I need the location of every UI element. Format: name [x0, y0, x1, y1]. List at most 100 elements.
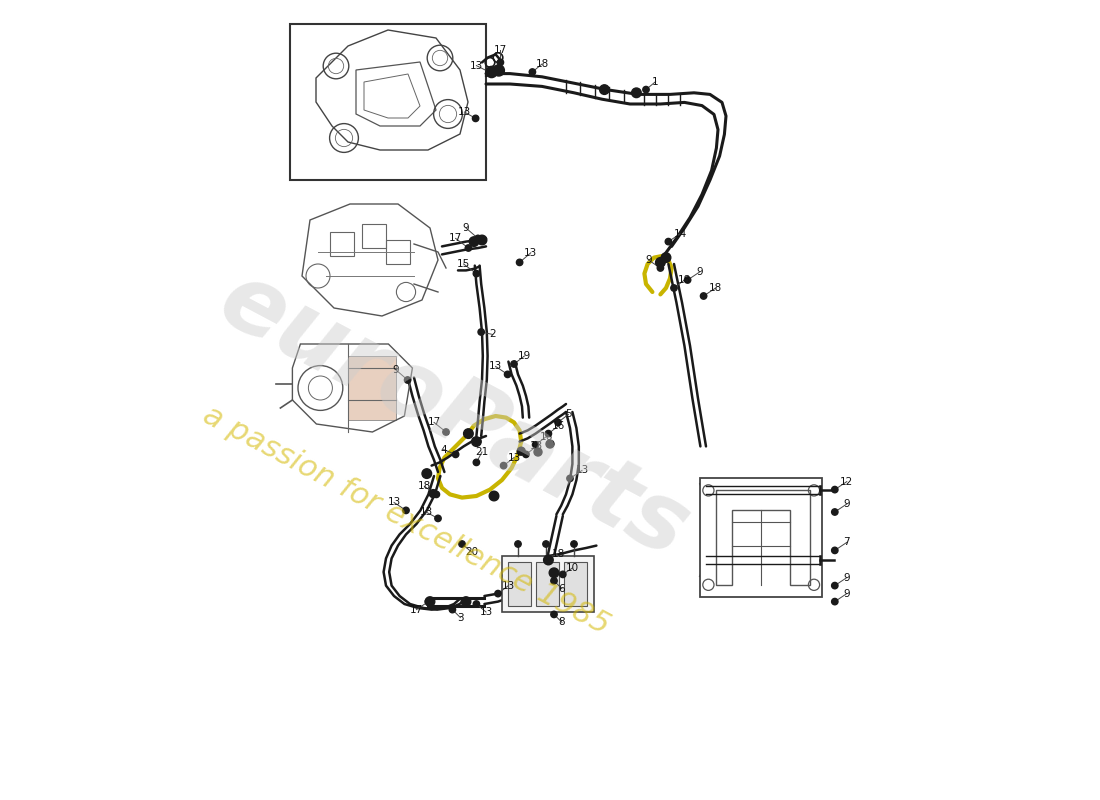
Bar — [386, 240, 410, 264]
Text: 13: 13 — [458, 107, 471, 117]
Circle shape — [551, 578, 558, 584]
Circle shape — [463, 429, 473, 438]
Circle shape — [405, 377, 410, 383]
Circle shape — [452, 451, 459, 458]
Circle shape — [546, 430, 551, 437]
Text: 13: 13 — [575, 466, 589, 475]
Circle shape — [657, 265, 663, 271]
Circle shape — [478, 329, 484, 335]
Circle shape — [642, 86, 649, 93]
Text: 16: 16 — [539, 432, 552, 442]
Circle shape — [426, 598, 431, 605]
Circle shape — [684, 277, 691, 283]
Circle shape — [473, 601, 480, 607]
Text: 17: 17 — [410, 605, 424, 614]
Circle shape — [497, 59, 504, 66]
Circle shape — [510, 361, 517, 367]
Circle shape — [656, 258, 666, 267]
Circle shape — [465, 245, 472, 251]
Circle shape — [671, 285, 678, 291]
Text: 13: 13 — [490, 362, 503, 371]
Text: 13: 13 — [525, 248, 538, 258]
Text: 18: 18 — [418, 482, 431, 491]
Circle shape — [500, 462, 507, 469]
Text: 9: 9 — [393, 365, 399, 374]
Circle shape — [470, 237, 478, 246]
Circle shape — [832, 598, 838, 605]
Text: a passion for excellence 1985: a passion for excellence 1985 — [198, 400, 614, 640]
Circle shape — [542, 541, 549, 547]
Circle shape — [433, 491, 440, 498]
Text: 19: 19 — [518, 351, 531, 361]
Bar — [508, 562, 531, 606]
Circle shape — [529, 69, 536, 75]
Circle shape — [443, 429, 449, 435]
Text: 2: 2 — [490, 330, 496, 339]
Circle shape — [434, 515, 441, 522]
Circle shape — [422, 469, 431, 478]
Circle shape — [477, 235, 487, 245]
Circle shape — [560, 571, 566, 578]
Circle shape — [517, 447, 525, 455]
Text: 16: 16 — [552, 421, 565, 430]
Text: 9: 9 — [844, 589, 850, 598]
Circle shape — [426, 597, 434, 606]
Circle shape — [459, 541, 465, 547]
Text: 6: 6 — [559, 584, 565, 594]
Circle shape — [490, 491, 498, 501]
Circle shape — [554, 419, 561, 426]
Circle shape — [546, 440, 554, 448]
Text: 20: 20 — [465, 547, 478, 557]
Circle shape — [571, 541, 578, 547]
Bar — [362, 224, 386, 248]
Circle shape — [832, 509, 838, 515]
Circle shape — [661, 253, 671, 262]
Circle shape — [532, 442, 539, 448]
Text: 7: 7 — [844, 538, 850, 547]
Text: 13: 13 — [507, 453, 520, 462]
Circle shape — [546, 557, 551, 563]
Circle shape — [461, 597, 471, 606]
Circle shape — [543, 555, 553, 565]
Text: 13: 13 — [530, 442, 543, 451]
Text: 9: 9 — [696, 267, 703, 277]
Circle shape — [505, 371, 510, 378]
Circle shape — [429, 490, 437, 498]
Circle shape — [516, 259, 522, 266]
Circle shape — [551, 611, 558, 618]
Circle shape — [631, 88, 641, 98]
Text: 18: 18 — [551, 549, 564, 558]
Bar — [564, 562, 586, 606]
Circle shape — [832, 486, 838, 493]
Text: 10: 10 — [565, 563, 579, 573]
Text: 17: 17 — [428, 418, 441, 427]
Circle shape — [600, 85, 609, 94]
Text: 18: 18 — [536, 59, 549, 69]
Text: 17: 17 — [449, 234, 462, 243]
Circle shape — [495, 590, 502, 597]
Circle shape — [515, 541, 521, 547]
Text: 1: 1 — [652, 77, 659, 86]
Circle shape — [534, 448, 542, 456]
Text: 18: 18 — [710, 283, 723, 293]
Text: 15: 15 — [456, 259, 470, 269]
Text: 3: 3 — [458, 613, 464, 622]
Circle shape — [473, 270, 480, 277]
Bar — [349, 356, 396, 420]
Bar — [330, 232, 354, 256]
Text: 21: 21 — [475, 447, 488, 457]
Bar — [537, 562, 559, 606]
Text: euroParts: euroParts — [204, 254, 704, 578]
Circle shape — [472, 437, 481, 446]
Text: 13: 13 — [419, 507, 432, 517]
Circle shape — [832, 547, 838, 554]
Circle shape — [486, 69, 493, 75]
Text: 14: 14 — [674, 229, 688, 238]
Text: 13: 13 — [470, 61, 483, 70]
Bar — [502, 556, 594, 612]
Circle shape — [475, 235, 481, 242]
Text: 13: 13 — [480, 607, 493, 617]
Circle shape — [493, 65, 505, 76]
Text: 9: 9 — [844, 499, 850, 509]
Circle shape — [449, 606, 455, 613]
